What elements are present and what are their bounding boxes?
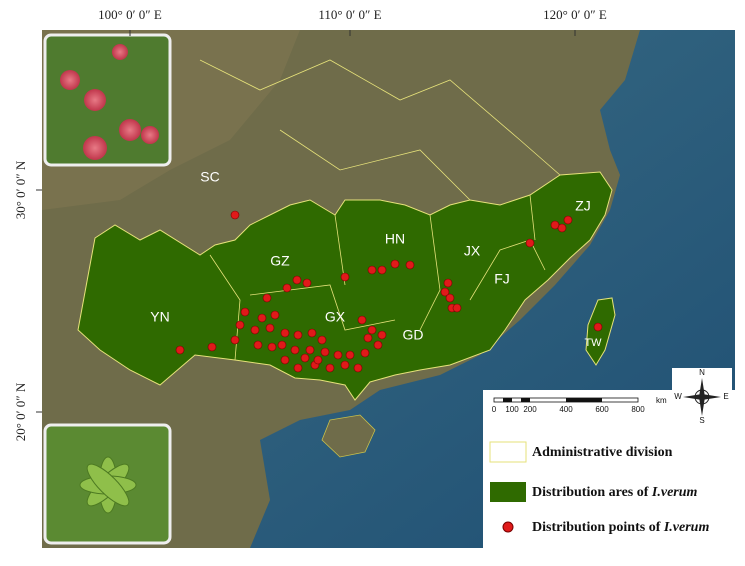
- compass-label: S: [699, 416, 704, 425]
- legend-text: Distribution points of I.verum: [532, 520, 709, 535]
- distribution-point: [345, 350, 355, 360]
- lat-label: 20° 0′ 0″ N: [13, 382, 28, 441]
- distribution-point: [363, 333, 373, 343]
- distribution-point: [317, 335, 327, 345]
- distribution-point: [325, 363, 335, 373]
- legend-text: Administrative division: [532, 445, 673, 460]
- distribution-point: [390, 259, 400, 269]
- compass-label: N: [699, 368, 705, 377]
- distribution-point: [440, 287, 450, 297]
- distribution-point: [377, 265, 387, 275]
- region-label: JX: [464, 243, 481, 259]
- distribution-point: [235, 320, 245, 330]
- distribution-point: [207, 342, 217, 352]
- distribution-point: [353, 363, 363, 373]
- region-label: YN: [150, 309, 169, 325]
- distribution-point: [340, 272, 350, 282]
- inset-flower: [43, 33, 172, 167]
- compass-label: E: [723, 392, 728, 401]
- distribution-point: [557, 223, 567, 233]
- distribution-point: [265, 323, 275, 333]
- compass-label: W: [674, 392, 682, 401]
- distribution-point: [367, 265, 377, 275]
- region-label: GD: [403, 327, 424, 343]
- distribution-point: [253, 340, 263, 350]
- distribution-point: [282, 283, 292, 293]
- scale-unit: km: [656, 396, 667, 405]
- distribution-point: [175, 345, 185, 355]
- scale-label: 800: [631, 405, 645, 414]
- legend-swatch: [502, 521, 514, 533]
- scale-label: 600: [595, 405, 609, 414]
- distribution-point: [320, 347, 330, 357]
- scale-label: 400: [559, 405, 573, 414]
- scale-label: 200: [523, 405, 537, 414]
- legend-swatch: [490, 482, 526, 502]
- distribution-point: [230, 335, 240, 345]
- distribution-point: [525, 238, 535, 248]
- distribution-point: [280, 328, 290, 338]
- distribution-point: [443, 278, 453, 288]
- inset-fruit: [43, 423, 172, 545]
- lon-label: 110° 0′ 0″ E: [318, 7, 381, 22]
- distribution-area-taiwan: [585, 297, 616, 366]
- distribution-point: [240, 307, 250, 317]
- distribution-point: [452, 303, 462, 313]
- distribution-point: [373, 340, 383, 350]
- distribution-point: [307, 328, 317, 338]
- distribution-point: [405, 260, 415, 270]
- distribution-point: [357, 315, 367, 325]
- distribution-point: [340, 360, 350, 370]
- distribution-point: [333, 350, 343, 360]
- distribution-point: [293, 330, 303, 340]
- scale-bar: [493, 397, 639, 403]
- distribution-point: [360, 348, 370, 358]
- distribution-point: [230, 210, 240, 220]
- region-label: FJ: [494, 271, 510, 287]
- region-label: HN: [385, 231, 405, 247]
- distribution-point: [280, 355, 290, 365]
- scale-label: 100: [505, 405, 519, 414]
- region-label: GX: [325, 309, 346, 325]
- distribution-point: [367, 325, 377, 335]
- graticule-ticks: [36, 30, 576, 413]
- lon-label: 120° 0′ 0″ E: [543, 7, 607, 22]
- distribution-point: [290, 345, 300, 355]
- distribution-point: [305, 345, 315, 355]
- distribution-point: [593, 322, 603, 332]
- distribution-point: [313, 355, 323, 365]
- distribution-point: [563, 215, 573, 225]
- hainan: [321, 414, 376, 458]
- distribution-point: [292, 275, 302, 285]
- compass: [672, 368, 732, 426]
- distribution-points: [175, 210, 603, 373]
- distribution-point: [300, 353, 310, 363]
- region-label: TW: [584, 337, 602, 349]
- distribution-point: [302, 278, 312, 288]
- legend-text: Distribution ares of I.verum: [532, 485, 698, 500]
- distribution-point: [250, 325, 260, 335]
- scale-label: 0: [492, 405, 497, 414]
- distribution-point: [293, 363, 303, 373]
- region-label: SC: [200, 169, 219, 185]
- lat-label: 30° 0′ 0″ N: [13, 160, 28, 219]
- region-label: GZ: [270, 253, 290, 269]
- distribution-point: [267, 342, 277, 352]
- distribution-point: [270, 310, 280, 320]
- distribution-point: [277, 340, 287, 350]
- legend-swatch: [489, 441, 527, 463]
- distribution-point: [257, 313, 267, 323]
- region-label: ZJ: [575, 198, 591, 214]
- distribution-point: [445, 293, 455, 303]
- distribution-point: [262, 293, 272, 303]
- lon-label: 100° 0′ 0″ E: [98, 7, 162, 22]
- distribution-point: [377, 330, 387, 340]
